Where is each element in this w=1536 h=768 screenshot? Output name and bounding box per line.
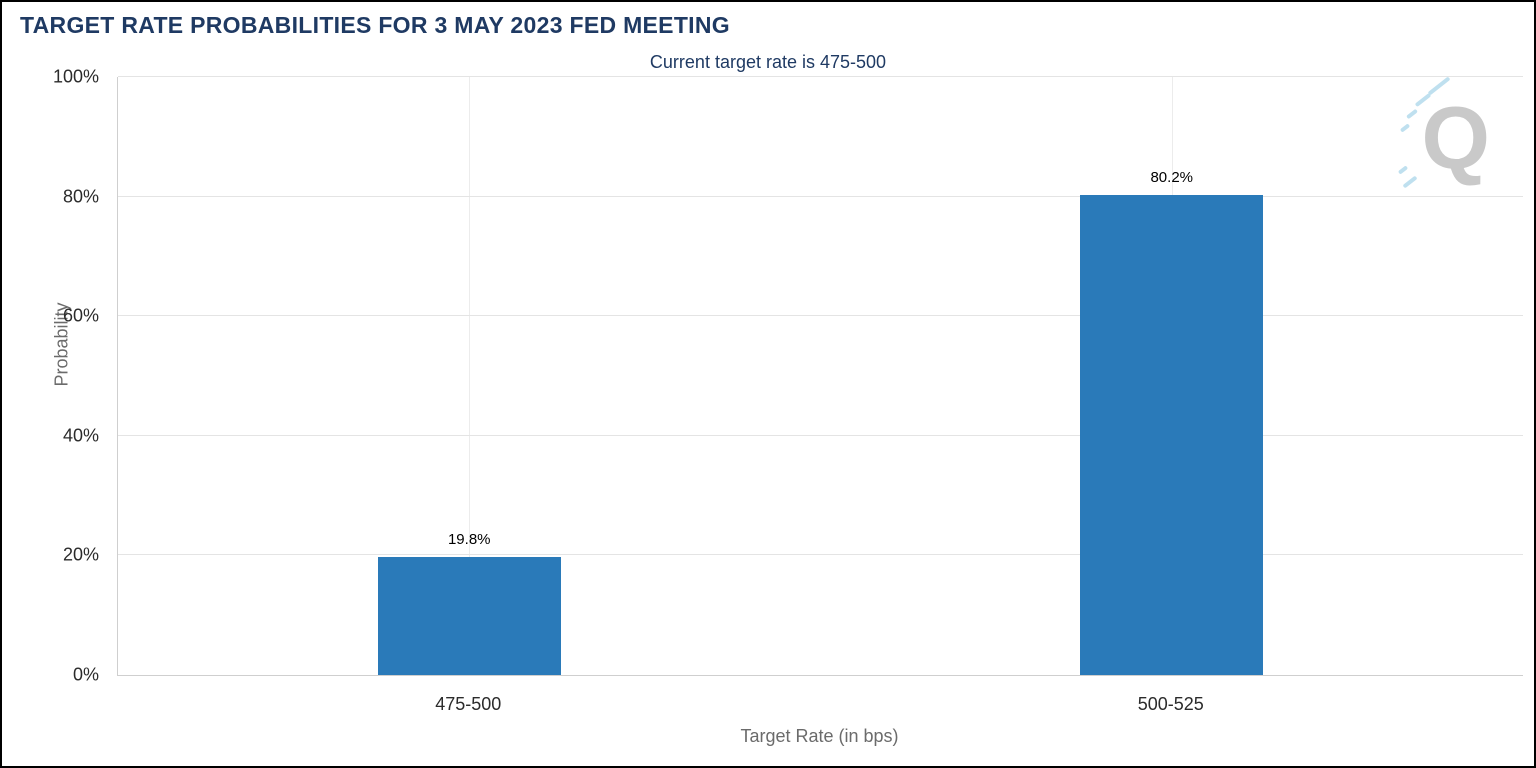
bar-475-500: 19.8% — [377, 531, 561, 675]
bar-500-525: 80.2% — [1080, 169, 1264, 675]
category-slot: 19.8% — [118, 77, 821, 675]
x-tick-label: 500-525 — [1137, 694, 1204, 714]
gridline — [118, 76, 1523, 77]
chart-subtitle: Current target rate is 475-500 — [649, 52, 887, 72]
bar-value-label: 80.2% — [1150, 169, 1194, 187]
x-axis-label: Target Rate (in bps) — [740, 726, 899, 746]
x-tick-label: 475-500 — [435, 694, 502, 714]
bar-value-label: 19.8% — [447, 530, 491, 548]
y-tick-label: 20% — [62, 544, 99, 565]
gridline — [118, 315, 1523, 317]
data-provider-logo: Q — [1397, 76, 1490, 195]
category-slot: 80.2% — [821, 77, 1524, 675]
chart-title: TARGET RATE PROBABILITIES FOR 3 MAY 2023… — [20, 12, 730, 38]
y-tick-label: 80% — [62, 186, 99, 207]
plot-area: 19.8% 80.2% — [117, 76, 1523, 676]
y-tick-label: 60% — [62, 305, 99, 326]
y-axis-ticks: 0% 20% 40% 60% 80% 100% — [2, 67, 107, 685]
y-tick-label: 100% — [52, 66, 99, 87]
gridline — [118, 434, 1523, 436]
gridline — [469, 77, 471, 675]
y-tick-label: 0% — [72, 664, 99, 685]
q-logo-icon: Q — [1421, 88, 1490, 187]
y-tick-label: 40% — [62, 425, 99, 446]
x-axis-ticks: 475-500 500-525 — [117, 694, 1522, 715]
gridline — [118, 554, 1523, 556]
gridline — [118, 195, 1523, 197]
bar-series: 19.8% 80.2% — [118, 77, 1523, 675]
